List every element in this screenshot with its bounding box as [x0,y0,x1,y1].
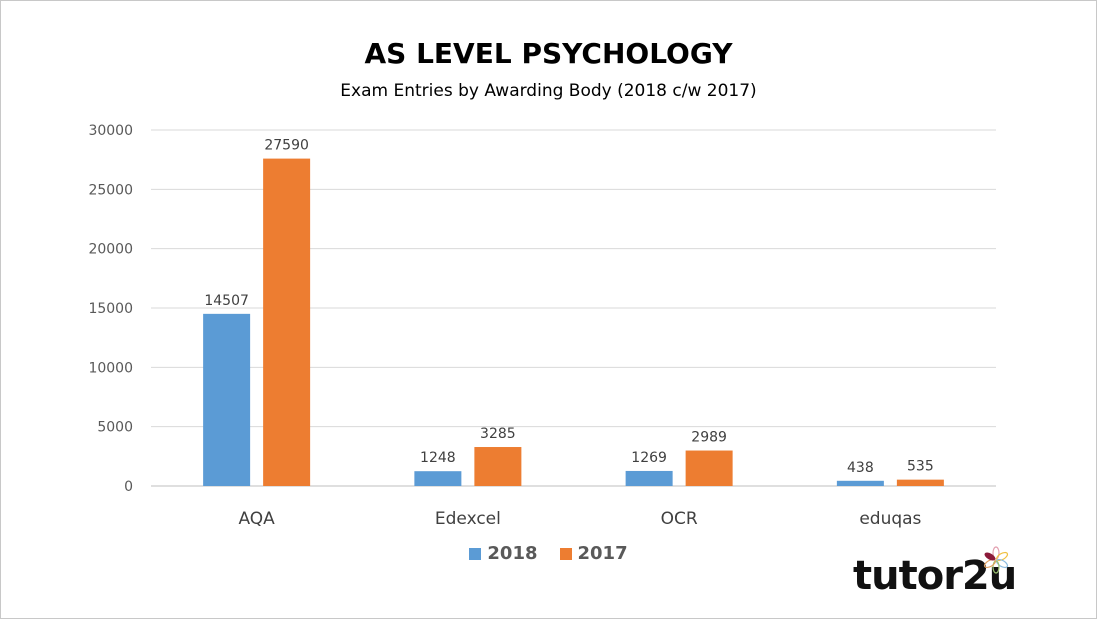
x-tick-label: OCR [661,509,698,529]
y-tick-label: 25000 [88,182,133,198]
data-label: 535 [907,459,934,475]
plot-area: 0 5000 10000 15000 20000 25000 30000 AQA 14507 27… [88,123,996,529]
legend-swatch-2018 [469,547,482,560]
data-label: 14507 [204,293,249,309]
data-label: 27590 [264,138,309,154]
data-label: 1269 [631,450,667,466]
y-tick-label: 0 [124,479,133,495]
bar-2018-Edexcel [414,471,462,486]
bar-2017-eduqas [896,479,944,486]
x-tick-label: eduqas [859,509,921,529]
x-tick-label: AQA [238,509,275,529]
chart-title: AS LEVEL PSYCHOLOGY [364,37,733,70]
legend: 2018 2017 [1,543,1096,564]
data-label: 3285 [480,426,516,442]
data-label: 1248 [420,450,456,466]
bar-2017-Edexcel [474,447,522,486]
bar-2017-AQA [263,158,311,486]
bar-2017-OCR [685,450,733,486]
y-tick-label: 5000 [97,420,133,436]
chart-subtitle: Exam Entries by Awarding Body (2018 c/w … [340,81,757,101]
bar-2018-OCR [625,470,673,486]
y-tick-label: 10000 [88,360,133,376]
legend-item-2017: 2017 [559,543,628,564]
data-label: 438 [847,460,874,476]
x-tick-label: Edexcel [435,509,501,529]
y-tick-label: 30000 [88,123,133,139]
legend-label-2018: 2018 [487,543,538,564]
legend-swatch-2017 [559,547,572,560]
legend-item-2018: 2018 [469,543,538,564]
legend-label-2017: 2017 [577,543,628,564]
data-label: 2989 [691,430,727,446]
flower-logo-icon [983,546,1009,574]
y-tick-label: 15000 [88,301,133,317]
bar-2018-eduqas [836,480,884,486]
y-tick-label: 20000 [88,242,133,258]
bar-2018-AQA [203,313,251,486]
